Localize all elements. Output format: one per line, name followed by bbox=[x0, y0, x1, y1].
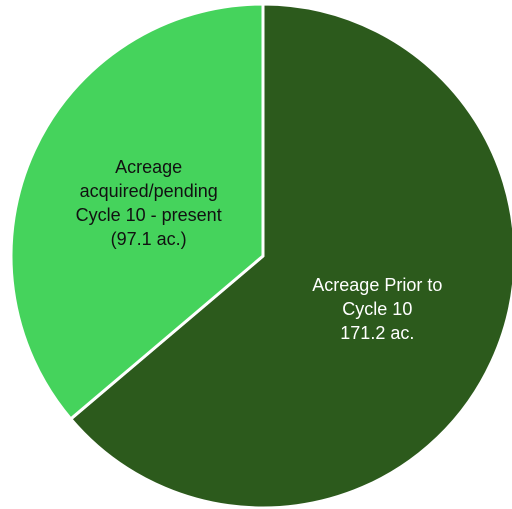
slice-label: Acreage Prior to Cycle 10 171.2 ac. bbox=[292, 273, 462, 345]
slice-value: 171.2 ac. bbox=[340, 322, 415, 343]
slice-category: Acreage Prior to Cycle 10 bbox=[312, 274, 443, 319]
slice-category: Acreage acquired/pending Cycle 10 - pres… bbox=[75, 157, 222, 226]
slice-label: Acreage acquired/pending Cycle 10 - pres… bbox=[64, 155, 234, 251]
pie-slice bbox=[69, 2, 512, 509]
pie-slice bbox=[9, 2, 265, 421]
slice-value: (97.1 ac.) bbox=[110, 229, 187, 250]
